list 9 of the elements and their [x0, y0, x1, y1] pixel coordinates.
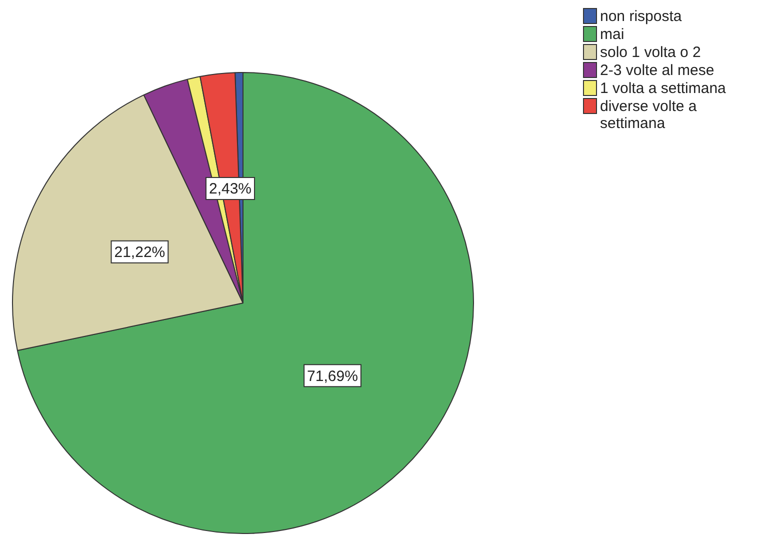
data-label: 21,22% [114, 244, 166, 262]
legend-label: 1 volta a settimana [600, 80, 727, 97]
legend-label: non risposta [600, 8, 683, 25]
data-label: 2,43% [208, 180, 252, 198]
data-label: 71,69% [307, 368, 358, 385]
legend-label: mai [600, 26, 626, 43]
legend-label: diverse volte a settimana [600, 98, 698, 132]
legend-label: solo 1 volta o 2 [600, 44, 702, 61]
legend-label: 2-3 volte al mese [600, 62, 716, 79]
